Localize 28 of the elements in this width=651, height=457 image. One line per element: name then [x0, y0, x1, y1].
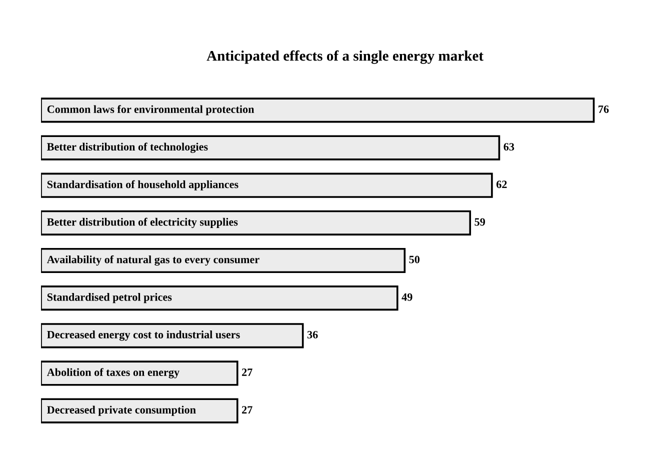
- y-tick-label: Better distribution of technologies: [47, 142, 208, 153]
- data-label: 36: [307, 330, 318, 338]
- data-label: 27: [242, 406, 252, 414]
- bar: [41, 360, 238, 386]
- bar: [41, 135, 500, 160]
- bar: [41, 323, 304, 348]
- y-tick-label: Availability of natural gas to every consumer: [46, 255, 260, 266]
- bar: [41, 210, 472, 236]
- chart-title: Anticipated effects of a single energy market: [206, 50, 484, 64]
- data-label: 62: [496, 180, 507, 188]
- data-label: 50: [409, 256, 420, 264]
- data-label: 63: [504, 143, 514, 151]
- data-label: 76: [598, 106, 609, 113]
- y-tick-label: Common laws for environmental protection: [47, 105, 254, 116]
- y-tick-label: Decreased energy cost to industrial users: [47, 330, 240, 341]
- y-tick-label: Standardised petrol prices: [47, 293, 172, 304]
- bar: [41, 98, 595, 123]
- bar: [41, 248, 406, 274]
- bar: [41, 172, 493, 198]
- y-tick-label: Decreased private consumption: [47, 406, 196, 416]
- data-label: 49: [402, 293, 412, 301]
- y-tick-label: Standardisation of household appliances: [47, 180, 238, 190]
- bar: [41, 286, 398, 311]
- data-label: 59: [474, 218, 485, 226]
- data-label: 27: [242, 368, 252, 376]
- y-tick-label: Better distribution of electricity supplies: [47, 218, 238, 228]
- y-tick-label: Abolition of taxes on energy: [46, 368, 180, 378]
- bar: [41, 398, 238, 424]
